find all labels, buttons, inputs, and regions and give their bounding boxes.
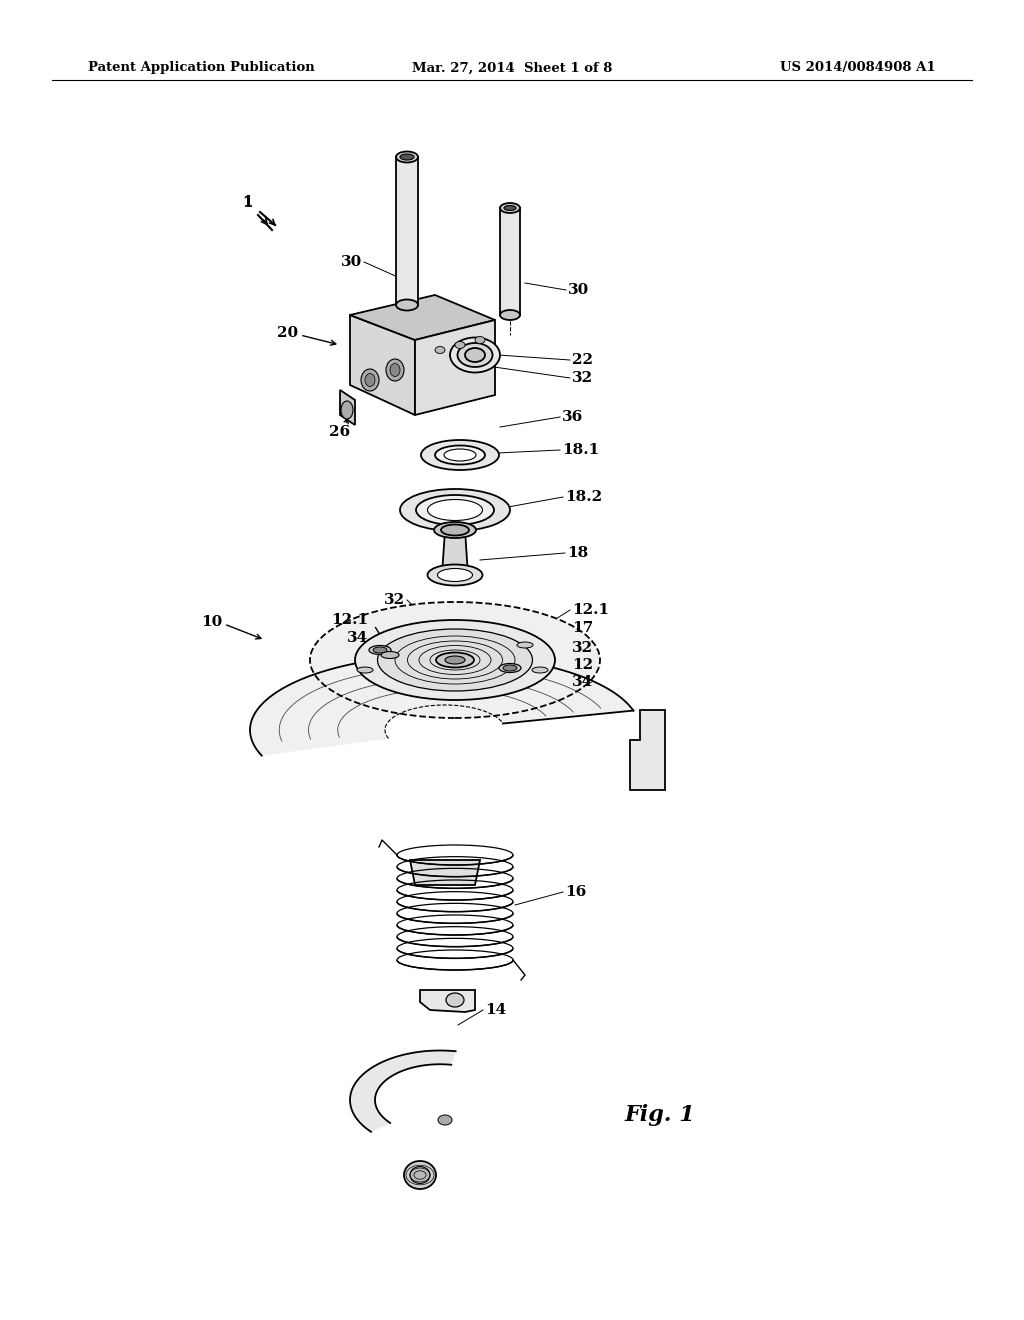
Ellipse shape	[504, 206, 516, 210]
Ellipse shape	[396, 152, 418, 162]
Text: 1: 1	[243, 195, 253, 209]
Text: 20: 20	[276, 326, 298, 341]
Text: Patent Application Publication: Patent Application Publication	[88, 62, 314, 74]
Ellipse shape	[400, 154, 414, 160]
Text: 12.1: 12.1	[331, 612, 368, 627]
Ellipse shape	[396, 300, 418, 310]
Text: 18: 18	[567, 546, 588, 560]
Text: 36: 36	[562, 411, 584, 424]
Polygon shape	[250, 655, 634, 755]
Ellipse shape	[404, 1162, 436, 1189]
Ellipse shape	[438, 1115, 452, 1125]
Polygon shape	[500, 209, 520, 315]
Text: 32: 32	[384, 593, 406, 607]
Ellipse shape	[416, 495, 494, 525]
Text: 32: 32	[572, 642, 593, 655]
Ellipse shape	[310, 602, 600, 718]
Text: 32: 32	[572, 371, 593, 385]
Text: 18.1: 18.1	[562, 444, 599, 457]
Ellipse shape	[475, 337, 485, 343]
Ellipse shape	[444, 449, 476, 461]
Ellipse shape	[361, 370, 379, 391]
Ellipse shape	[355, 620, 555, 700]
Polygon shape	[410, 861, 480, 884]
Ellipse shape	[373, 647, 387, 653]
Ellipse shape	[410, 1167, 430, 1184]
Text: 22: 22	[572, 352, 593, 367]
Ellipse shape	[378, 630, 532, 690]
Ellipse shape	[465, 348, 485, 362]
Text: 17: 17	[572, 620, 593, 635]
Ellipse shape	[458, 343, 493, 367]
Polygon shape	[350, 315, 415, 414]
Ellipse shape	[500, 310, 520, 319]
Text: 30: 30	[568, 282, 589, 297]
Ellipse shape	[435, 446, 485, 465]
Ellipse shape	[421, 440, 499, 470]
Text: Mar. 27, 2014  Sheet 1 of 8: Mar. 27, 2014 Sheet 1 of 8	[412, 62, 612, 74]
Text: 34: 34	[347, 631, 368, 645]
Text: 14: 14	[485, 1003, 506, 1016]
Polygon shape	[630, 710, 665, 789]
Text: 12.1: 12.1	[572, 603, 609, 616]
Polygon shape	[350, 1051, 456, 1131]
Ellipse shape	[500, 203, 520, 213]
Ellipse shape	[365, 374, 375, 387]
Polygon shape	[420, 990, 475, 1012]
Polygon shape	[350, 294, 495, 341]
Text: 10: 10	[201, 615, 222, 630]
Text: 26: 26	[330, 425, 350, 440]
Ellipse shape	[455, 342, 465, 348]
Ellipse shape	[499, 664, 521, 672]
Ellipse shape	[390, 363, 400, 376]
Text: US 2014/0084908 A1: US 2014/0084908 A1	[780, 62, 936, 74]
Ellipse shape	[532, 667, 548, 673]
Ellipse shape	[435, 346, 445, 354]
Ellipse shape	[441, 524, 469, 536]
Polygon shape	[340, 389, 355, 425]
Ellipse shape	[386, 359, 404, 381]
Ellipse shape	[517, 642, 534, 648]
Ellipse shape	[437, 569, 472, 582]
Polygon shape	[415, 319, 495, 414]
Ellipse shape	[381, 652, 399, 659]
Text: 34: 34	[572, 675, 593, 689]
Ellipse shape	[400, 488, 510, 531]
Ellipse shape	[369, 645, 391, 655]
Ellipse shape	[427, 565, 482, 586]
Text: Fig. 1: Fig. 1	[625, 1104, 695, 1126]
Text: 30: 30	[341, 255, 362, 269]
Ellipse shape	[434, 521, 476, 539]
Ellipse shape	[445, 656, 465, 664]
Ellipse shape	[446, 993, 464, 1007]
Ellipse shape	[341, 401, 353, 418]
Ellipse shape	[357, 667, 373, 673]
Ellipse shape	[436, 652, 474, 668]
Ellipse shape	[503, 665, 517, 671]
Text: 16: 16	[565, 884, 587, 899]
Text: 12: 12	[572, 657, 593, 672]
Polygon shape	[442, 531, 468, 576]
Polygon shape	[396, 157, 418, 305]
Ellipse shape	[427, 499, 482, 520]
Text: 1: 1	[242, 195, 252, 210]
Text: 18.2: 18.2	[565, 490, 602, 504]
Ellipse shape	[450, 338, 500, 372]
